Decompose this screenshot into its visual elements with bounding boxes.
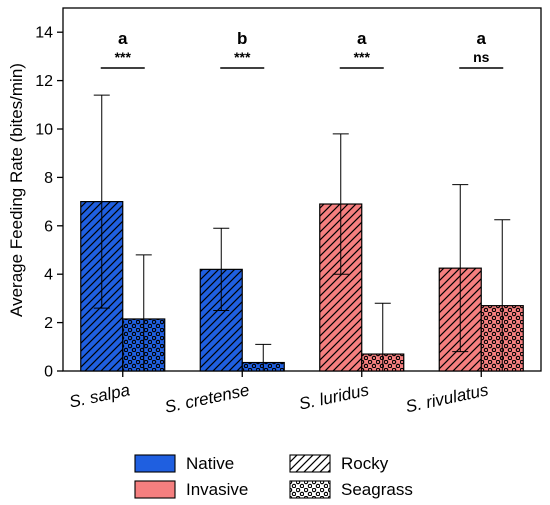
y-tick-label: 0	[44, 364, 53, 381]
category-label: S. luridus	[297, 380, 371, 413]
plot-frame	[62, 7, 542, 372]
legend: Native Invasive Rocky Seagrass	[134, 454, 413, 499]
plot-area	[62, 7, 542, 372]
legend-label: Native	[186, 454, 234, 473]
category-label: S. salpa	[68, 380, 132, 411]
significance-marker: ***	[234, 49, 251, 65]
significance-marker: ***	[354, 49, 371, 65]
significance-letter: b	[237, 29, 247, 48]
y-tick-label: 14	[35, 25, 53, 42]
y-axis-title: Average Feeding Rate (bites/min)	[7, 63, 26, 317]
legend-swatch-native	[134, 454, 176, 473]
y-tick-label: 6	[44, 218, 53, 235]
significance-letter: a	[118, 29, 128, 48]
legend-label: Rocky	[341, 454, 389, 473]
y-tick-label: 4	[44, 267, 53, 284]
significance-letter: a	[357, 29, 367, 48]
y-tick-label: 12	[35, 73, 53, 90]
category-label: S. cretense	[163, 380, 251, 416]
y-tick-label: 2	[44, 315, 53, 332]
y-axis: 0 2 4 6 8 10 12 14	[35, 25, 63, 381]
legend-label: Seagrass	[341, 480, 413, 499]
legend-swatch-rocky	[289, 454, 331, 473]
significance-letter: a	[477, 29, 487, 48]
y-tick-label: 8	[44, 170, 53, 187]
y-tick-label: 10	[35, 122, 53, 139]
category-label: S. rivulatus	[404, 380, 491, 416]
legend-swatch-invasive	[134, 480, 176, 499]
legend-swatch-seagrass	[289, 480, 331, 499]
significance-marker: ns	[473, 49, 490, 65]
significance-marker: ***	[115, 49, 132, 65]
legend-label: Invasive	[186, 480, 248, 499]
